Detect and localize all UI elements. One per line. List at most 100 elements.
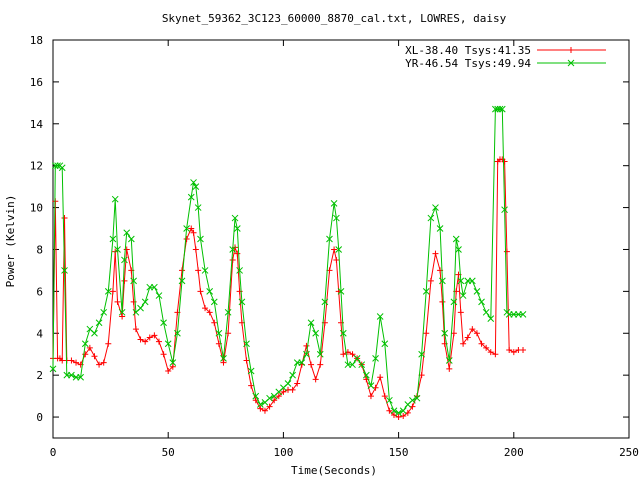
series-1-point — [501, 158, 508, 165]
series-2-point — [247, 367, 255, 375]
series-2-point — [450, 298, 458, 306]
x-tick-label: 250 — [619, 446, 639, 459]
series-2-point — [362, 371, 370, 379]
series-1-point — [469, 326, 476, 333]
series-1-point — [137, 336, 144, 343]
series-1-point — [473, 330, 480, 337]
series-1-point — [492, 351, 499, 358]
series-2-point — [236, 267, 243, 274]
series-2-point — [238, 298, 246, 306]
series-2-point — [257, 401, 264, 408]
series-1-point — [206, 309, 213, 316]
series-2-point — [381, 340, 389, 348]
y-tick-label: 2 — [36, 369, 43, 382]
series-2-point — [123, 229, 131, 237]
series-2-point — [54, 162, 61, 170]
series-2-point — [109, 235, 117, 243]
series-1-point — [520, 347, 527, 354]
series-2-point — [61, 267, 68, 274]
series-2-point — [422, 288, 430, 295]
series-2-point — [215, 329, 223, 337]
series-2-point — [445, 357, 453, 364]
y-axis-label: Power (Kelvin) — [4, 195, 17, 288]
series-2-point — [496, 105, 504, 113]
series-1-point — [195, 267, 202, 274]
series-1-point — [73, 359, 80, 366]
series-1-point — [248, 382, 255, 389]
series-1-point — [91, 353, 98, 360]
series-1-point — [234, 250, 241, 257]
series-2-point — [169, 359, 177, 366]
series-2-point — [229, 246, 237, 253]
series-1-point — [432, 250, 439, 257]
series-1-point — [266, 403, 273, 410]
series-2-point — [498, 105, 506, 113]
series-1-point — [119, 313, 126, 320]
series-1-point — [257, 405, 264, 412]
series-1-point — [395, 414, 402, 421]
series-2-point — [127, 235, 135, 243]
series-1-point — [483, 344, 490, 351]
series-1-point — [446, 365, 453, 372]
series-1-point — [130, 298, 137, 305]
series-2-point — [164, 340, 172, 348]
y-tick-label: 14 — [30, 118, 44, 131]
series-2-point — [473, 288, 481, 295]
series-2-point — [439, 277, 446, 285]
series-1-point — [220, 359, 227, 366]
series-1-point — [340, 351, 347, 358]
series-2-point — [452, 235, 460, 243]
series-1-point — [381, 393, 388, 400]
chart-title: Skynet_59362_3C123_60000_8870_cal.txt, L… — [162, 12, 507, 25]
series-2-point — [151, 283, 158, 291]
series-2-point — [210, 298, 218, 306]
series-1 — [50, 156, 527, 421]
series-1-point — [142, 338, 149, 345]
series-1-point — [331, 246, 338, 253]
series-2-point — [395, 409, 402, 417]
series-1-point — [114, 298, 121, 305]
series-2-point — [243, 340, 250, 348]
series-1-point — [510, 349, 517, 356]
series-2-point — [178, 277, 186, 285]
series-2-point — [206, 288, 214, 295]
series-1-point — [439, 298, 446, 305]
series-1-point — [478, 340, 485, 347]
y-tick-label: 12 — [30, 160, 43, 173]
series-1-point — [367, 393, 374, 400]
series-2-point — [335, 246, 343, 253]
series-2 — [49, 105, 527, 417]
series-2-point — [68, 371, 75, 379]
series-2-point — [194, 204, 202, 211]
series-2-point — [114, 246, 121, 253]
series-2-point — [233, 225, 241, 232]
series-1-point — [82, 351, 89, 358]
series-1-point — [386, 407, 393, 414]
series-2-point — [49, 365, 57, 373]
series-2-point — [289, 371, 296, 379]
series-2-point — [339, 329, 347, 337]
series-1-point — [427, 277, 434, 284]
series-1-point — [61, 215, 68, 222]
series-2-point — [455, 246, 462, 253]
series-2-point — [390, 407, 398, 415]
series-2-point — [174, 329, 181, 337]
series-1-point — [86, 344, 93, 351]
series-2-point — [141, 298, 149, 306]
series-1-point — [183, 236, 190, 242]
series-1-point — [105, 340, 112, 347]
series-2-point — [413, 394, 421, 402]
series-2-point — [160, 319, 167, 327]
series-2-point — [118, 308, 126, 316]
series-2-point — [266, 394, 273, 402]
series-2-point — [190, 179, 197, 186]
series-1-point — [192, 246, 199, 253]
series-2-point — [100, 308, 108, 316]
series-2-point — [284, 380, 292, 387]
series-1-point — [190, 229, 197, 236]
series-1-point — [464, 334, 471, 341]
series-2-point — [386, 396, 393, 404]
plot-border — [52, 39, 630, 439]
y-tick-label: 0 — [36, 411, 43, 424]
